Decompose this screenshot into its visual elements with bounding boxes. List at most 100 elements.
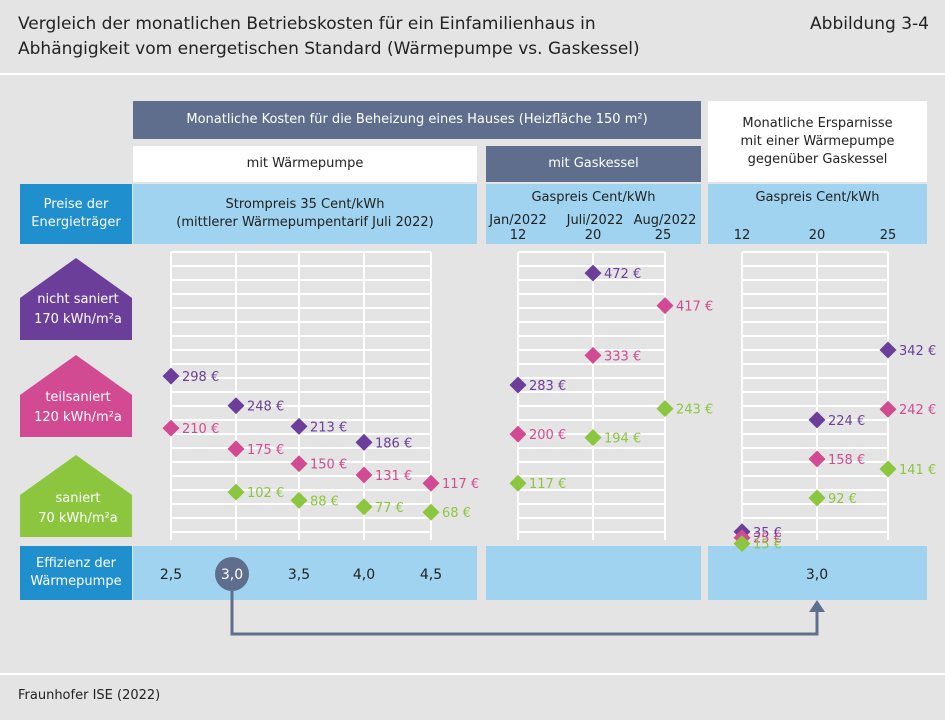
data-point: [584, 264, 602, 282]
data-point: [227, 440, 245, 458]
electricity-price-line-2: (mittlerer Wärmepumpentarif Juli 2022): [176, 215, 434, 230]
arrow-head: [809, 600, 825, 612]
cop-row: 2,5 3,0 3,5 4,0 4,5 3,0: [160, 557, 828, 636]
data-point: [290, 491, 308, 509]
data-point: [227, 483, 245, 501]
data-label: 117 €: [442, 477, 479, 492]
data-label: 224 €: [828, 414, 865, 429]
data-label: 417 €: [676, 300, 713, 315]
gas-tick-25: 25: [654, 228, 672, 243]
house-icon: [20, 455, 132, 537]
main-header: Monatliche Kosten für die Beheizung eine…: [133, 101, 701, 139]
savings-header: Monatliche Ersparnisse mit einer Wärmepu…: [708, 101, 927, 182]
divider-top: [0, 73, 945, 75]
data-point: [162, 419, 180, 437]
data-label: 472 €: [604, 267, 641, 282]
connector-arrow: [230, 591, 819, 636]
data-label: 243 €: [676, 403, 713, 418]
electricity-price: Strompreis 35 Cent/kWh (mittlerer Wärmep…: [133, 184, 477, 244]
data-point: [879, 460, 897, 478]
data-point: [355, 466, 373, 484]
gas-price-box: [486, 184, 701, 244]
gas-date-jan: Jan/2022: [489, 213, 547, 228]
data-label: 141 €: [899, 463, 936, 478]
data-label: 158 €: [828, 453, 865, 468]
grid: [170, 251, 889, 540]
data-label: 210 €: [182, 422, 219, 437]
savings-tick-20: 20: [808, 228, 826, 243]
house-unrenovated-line-1: nicht saniert: [37, 292, 119, 307]
prices-label-line-1: Preise der: [43, 197, 109, 212]
chart-title: Vergleich der monatlichen Betriebskosten…: [18, 12, 718, 62]
figure-label: Abbildung 3-4: [810, 14, 929, 34]
data-label: 213 €: [310, 420, 347, 435]
data-label: 186 €: [375, 436, 412, 451]
data-label: 15 €: [753, 538, 782, 553]
data-label: 150 €: [310, 458, 347, 473]
data-label: 77 €: [375, 501, 404, 516]
data-point: [509, 425, 527, 443]
data-point: [355, 498, 373, 516]
data-point: [509, 474, 527, 492]
data-label: 92 €: [828, 492, 857, 507]
data-label: 248 €: [247, 400, 284, 415]
data-point: [162, 367, 180, 385]
data-point: [808, 411, 826, 429]
data-point: [879, 400, 897, 418]
data-label: 175 €: [247, 443, 284, 458]
data-point: [509, 376, 527, 394]
title-line-2: Abhängigkeit vom energetischen Standard …: [18, 39, 640, 59]
highlight-circle: [215, 557, 249, 591]
house-partial-line-1: teilsaniert: [45, 390, 111, 405]
gas-tick-20: 20: [584, 228, 602, 243]
savings-price-label: Gaspreis Cent/kWh: [755, 190, 880, 205]
house-icon: [20, 258, 132, 340]
cop-tick-highlight: 3,0: [221, 567, 243, 583]
efficiency-box: [133, 546, 477, 600]
gas-date-aug: Aug/2022: [633, 213, 697, 228]
title-line-1: Vergleich der monatlichen Betriebskosten…: [18, 14, 596, 34]
data-label: 131 €: [375, 469, 412, 484]
houses: [20, 258, 132, 537]
data-label: 68 €: [442, 506, 471, 521]
savings-header-line-1: Monatliche Ersparnisse: [742, 115, 893, 131]
data-label: 242 €: [899, 403, 936, 418]
gas-tick-12: 12: [509, 228, 527, 243]
cop-tick: 4,5: [420, 567, 442, 583]
savings-cop-label: 3,0: [806, 567, 828, 583]
house-label-partial: teilsaniert 120 kWh/m²a: [23, 388, 133, 428]
savings-efficiency-box: [708, 546, 927, 600]
cop-tick: 2,5: [160, 567, 182, 583]
data-label: 117 €: [529, 477, 566, 492]
house-partial-line-2: 120 kWh/m²a: [34, 410, 122, 425]
data-label: 102 €: [247, 486, 284, 501]
data-point: [584, 346, 602, 364]
efficiency-label-line-1: Effizienz der: [35, 556, 116, 571]
savings-header-line-3: gegenüber Gaskessel: [747, 151, 888, 167]
house-unrenovated-line-2: 170 kWh/m²a: [34, 312, 122, 327]
data-label: 194 €: [604, 432, 641, 447]
data-point: [227, 397, 245, 415]
house-label-renovated: saniert 70 kWh/m²a: [23, 489, 133, 529]
efficiency-label: Effizienz der Wärmepumpe: [20, 546, 132, 600]
savings-header-line-2: mit einer Wärmepumpe: [740, 133, 895, 149]
data-label: 333 €: [604, 349, 641, 364]
data-label: 342 €: [899, 344, 936, 359]
data-label: 298 €: [182, 370, 219, 385]
cop-tick: 3,5: [288, 567, 310, 583]
savings-tick-12: 12: [733, 228, 751, 243]
house-renovated-line-2: 70 kWh/m²a: [38, 511, 118, 526]
data-point: [656, 400, 674, 418]
cop-tick: 4,0: [353, 567, 375, 583]
data-point: [733, 535, 751, 553]
data-point: [808, 489, 826, 507]
house-renovated-line-1: saniert: [55, 491, 101, 506]
house-label-unrenovated: nicht saniert 170 kWh/m²a: [23, 290, 133, 330]
prices-label: Preise der Energieträger: [20, 184, 132, 244]
source-note: Fraunhofer ISE (2022): [18, 688, 161, 703]
savings-price-box: [708, 184, 927, 244]
data-point: [290, 455, 308, 473]
data-point: [422, 474, 440, 492]
divider-bottom: [0, 673, 945, 675]
data-point: [584, 429, 602, 447]
